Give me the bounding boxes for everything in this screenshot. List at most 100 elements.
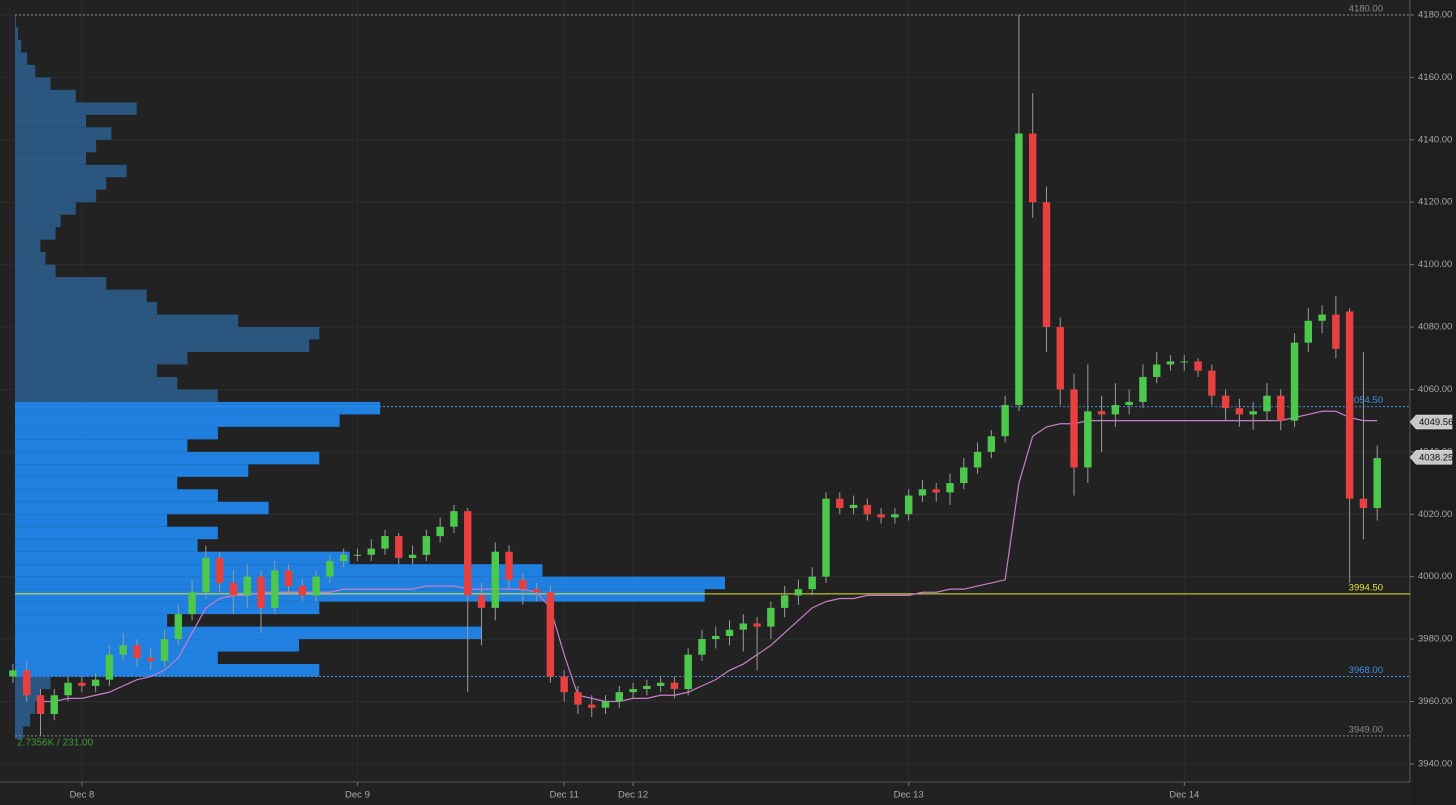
candle-body bbox=[271, 570, 279, 608]
profile-bar bbox=[15, 526, 218, 540]
candle-body bbox=[1097, 411, 1106, 415]
price-tag-label: 4049.56 bbox=[1419, 417, 1453, 428]
candle-body bbox=[1111, 405, 1120, 415]
candle-body bbox=[298, 586, 307, 596]
candle-body bbox=[794, 589, 803, 596]
candle-body bbox=[395, 536, 403, 558]
profile-bar bbox=[15, 252, 46, 265]
profile-bar bbox=[15, 89, 76, 103]
volume-profile bbox=[15, 14, 725, 739]
candle-body bbox=[1277, 395, 1285, 421]
candle-body bbox=[546, 592, 555, 677]
axes: 3940.003960.003980.004000.004020.004040.… bbox=[69, 9, 1453, 800]
candle-body bbox=[822, 498, 830, 577]
y-tick-label: 4160.00 bbox=[1418, 72, 1452, 83]
candle-body bbox=[987, 436, 996, 452]
candle-body bbox=[1001, 405, 1009, 437]
profile-bar bbox=[15, 576, 725, 590]
candle-body bbox=[1263, 395, 1271, 412]
y-tick-label: 4000.00 bbox=[1418, 571, 1452, 582]
candle-body bbox=[160, 639, 169, 661]
profile-bar bbox=[15, 489, 218, 502]
price-tag-label: 4038.25 bbox=[1419, 452, 1453, 463]
x-tick-label: Dec 8 bbox=[69, 790, 94, 801]
candle-body bbox=[712, 635, 720, 640]
profile-bar bbox=[15, 114, 86, 128]
candle-body bbox=[1042, 202, 1051, 328]
candle-body bbox=[436, 526, 444, 537]
candle-body bbox=[519, 579, 527, 590]
candle-body bbox=[891, 514, 899, 518]
profile-bar bbox=[15, 264, 56, 278]
candle-body bbox=[78, 682, 86, 686]
candle-body bbox=[23, 670, 31, 696]
candle-body bbox=[1359, 498, 1368, 509]
candle-body bbox=[739, 623, 748, 630]
profile-bar bbox=[15, 401, 381, 415]
candle-body bbox=[36, 695, 45, 714]
candle-body bbox=[1180, 361, 1188, 363]
x-tick-label: Dec 12 bbox=[618, 790, 648, 801]
y-tick-label: 4140.00 bbox=[1418, 134, 1452, 145]
candle-body bbox=[367, 548, 375, 555]
candle-body bbox=[1056, 327, 1064, 390]
profile-bar bbox=[15, 327, 320, 340]
candle-body bbox=[629, 689, 637, 693]
profile-bar bbox=[15, 426, 218, 440]
candle-body bbox=[257, 576, 265, 608]
profile-bar bbox=[15, 239, 41, 253]
profile-bar bbox=[15, 214, 61, 228]
profile-bar bbox=[15, 726, 24, 739]
y-tick-label: 4180.00 bbox=[1418, 9, 1452, 20]
candle-body bbox=[615, 692, 624, 702]
profile-bar bbox=[15, 302, 157, 315]
y-tick-label: 3980.00 bbox=[1418, 634, 1452, 645]
candle-body bbox=[326, 561, 334, 577]
x-tick-label: Dec 9 bbox=[345, 790, 370, 801]
candle-body bbox=[574, 692, 582, 705]
candle-body bbox=[119, 645, 127, 655]
profile-bar bbox=[15, 701, 36, 714]
candle-body bbox=[174, 614, 183, 640]
y-tick-label: 4020.00 bbox=[1418, 509, 1452, 520]
candle-body bbox=[1015, 133, 1023, 406]
candle-body bbox=[918, 489, 927, 496]
profile-bar bbox=[15, 52, 28, 65]
candle-body bbox=[188, 592, 196, 615]
candle-body bbox=[491, 551, 499, 608]
candle-body bbox=[9, 670, 17, 677]
profile-bar bbox=[15, 501, 269, 515]
candle-body bbox=[229, 582, 238, 596]
candle-body bbox=[1249, 411, 1257, 415]
candle-body bbox=[1166, 361, 1175, 365]
profile-bar bbox=[15, 439, 188, 452]
candle-body bbox=[147, 657, 155, 661]
candle-body bbox=[1318, 314, 1326, 321]
candle-body bbox=[1221, 395, 1230, 409]
candle-body bbox=[105, 654, 114, 680]
candle-body bbox=[753, 623, 761, 627]
candle-body bbox=[1139, 376, 1147, 402]
level-label: 3968.00 bbox=[1349, 665, 1383, 676]
candle-body bbox=[1070, 389, 1078, 468]
x-tick-label: Dec 13 bbox=[894, 790, 924, 801]
y-tick-label: 4080.00 bbox=[1418, 322, 1452, 333]
profile-bar bbox=[15, 564, 543, 577]
profile-bar bbox=[15, 414, 340, 427]
candle-body bbox=[215, 557, 224, 583]
price-axis-panel bbox=[1410, 0, 1456, 805]
profile-bar bbox=[15, 152, 86, 165]
candle-body bbox=[973, 451, 982, 468]
candle-body bbox=[1152, 364, 1161, 377]
price-tag bbox=[1409, 450, 1453, 465]
level-label: 3994.50 bbox=[1349, 582, 1383, 593]
y-tick-label: 4100.00 bbox=[1418, 259, 1452, 270]
candle-body bbox=[904, 495, 913, 515]
profile-bar bbox=[15, 464, 249, 477]
profile-bar bbox=[15, 177, 107, 190]
profile-bar bbox=[15, 476, 178, 490]
profile-bar bbox=[15, 389, 218, 402]
profile-bar bbox=[15, 189, 97, 203]
candle-body bbox=[1084, 411, 1092, 468]
